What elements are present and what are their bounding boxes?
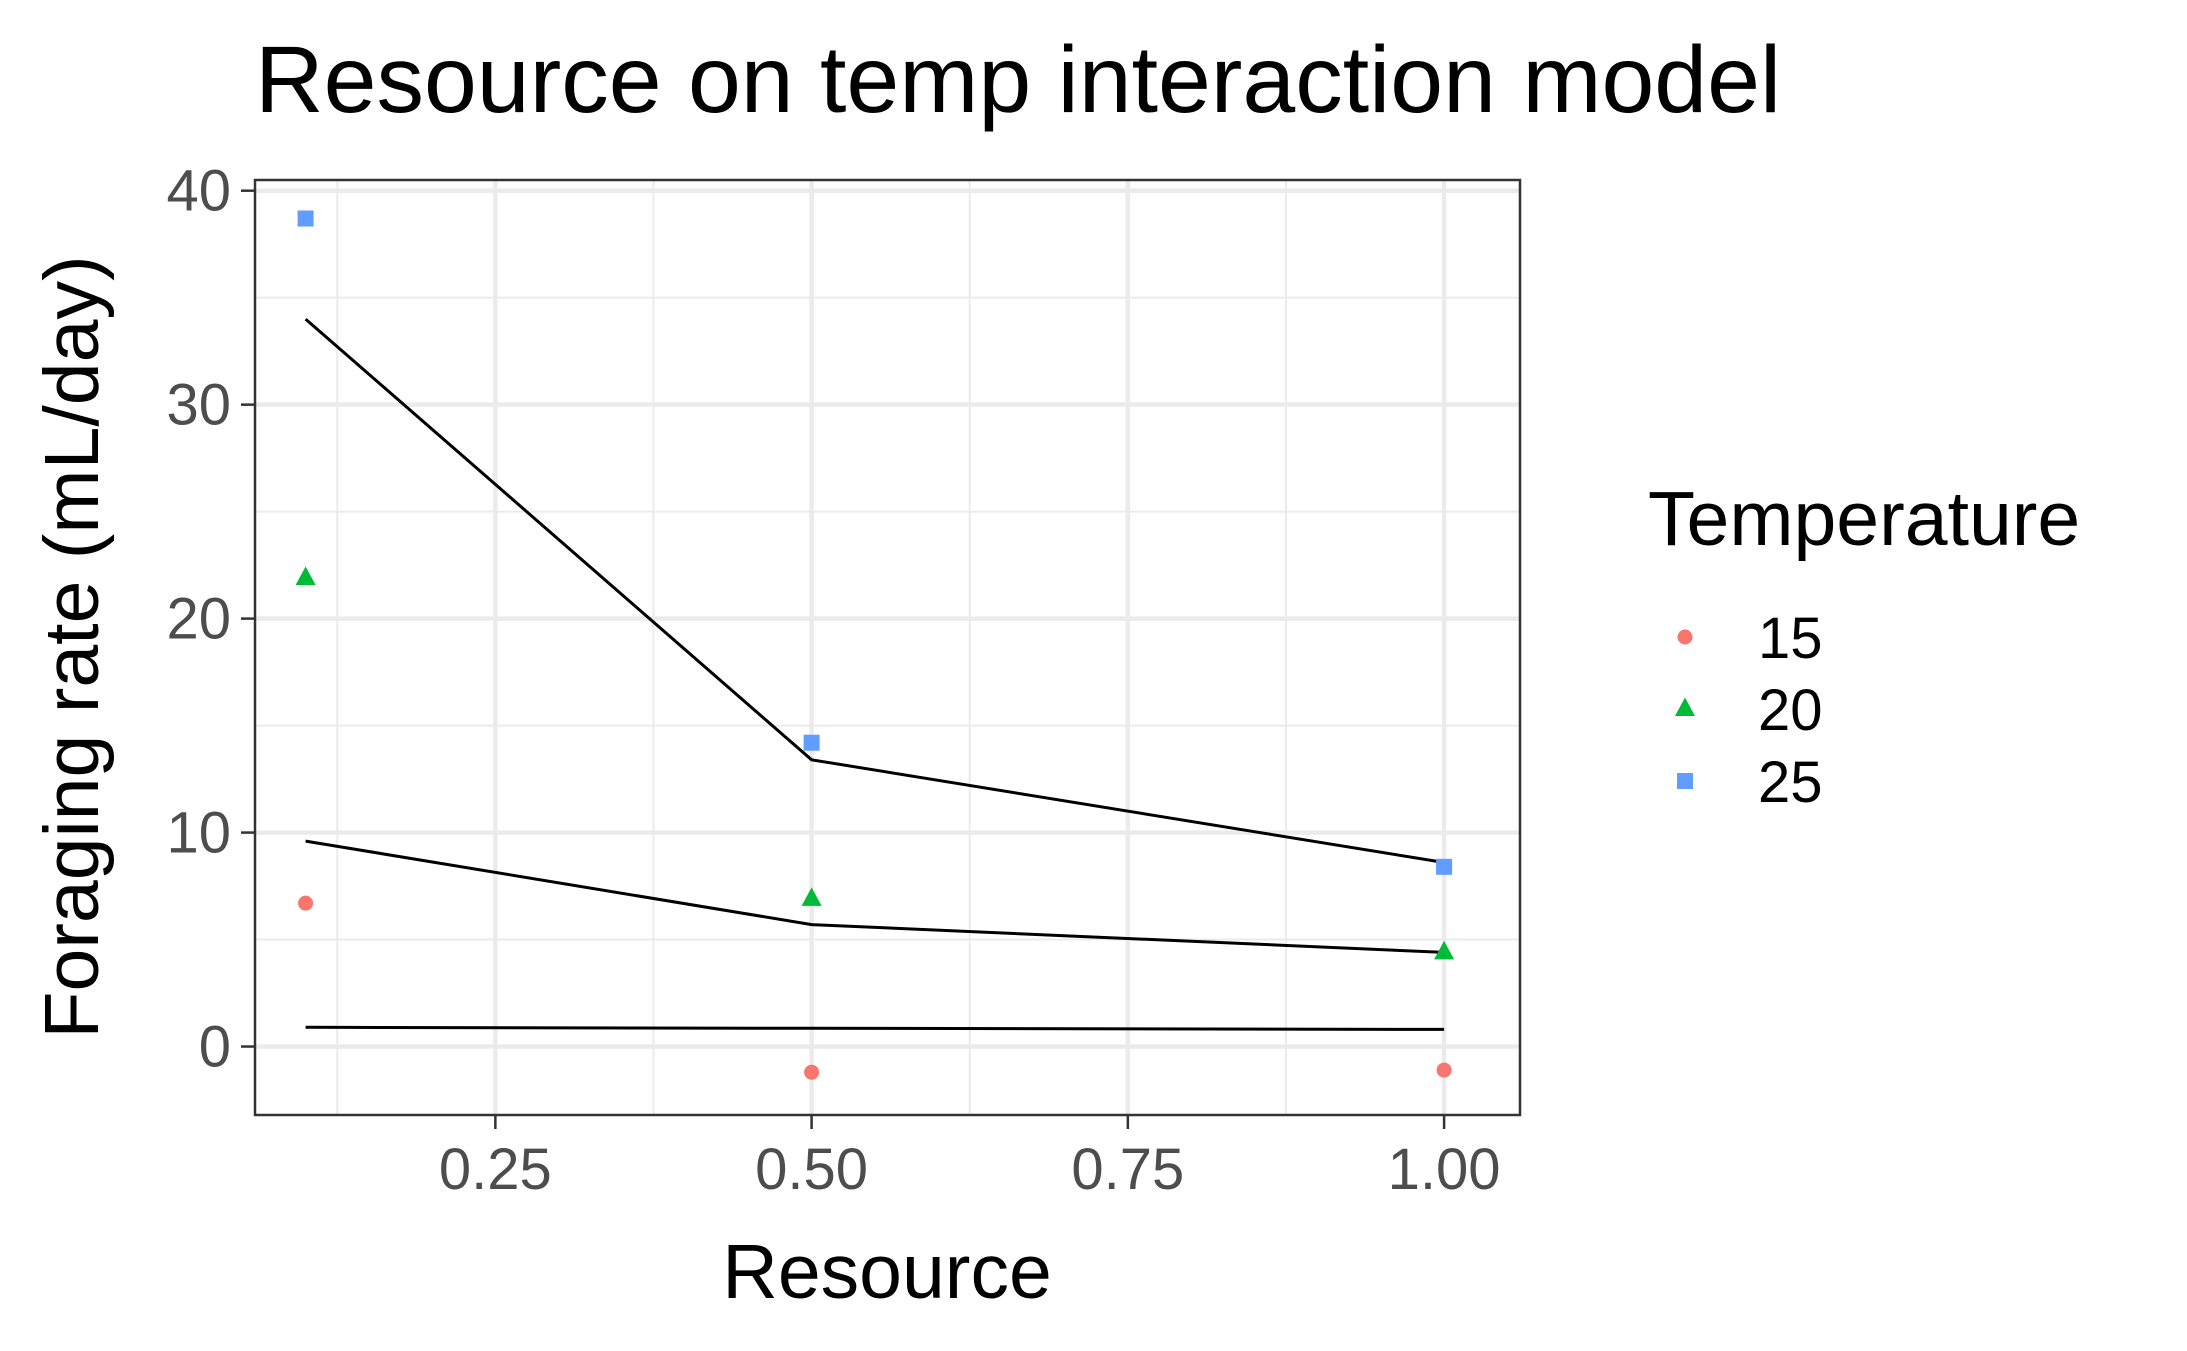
plot-border [253, 178, 1522, 1117]
plot-panel [255, 180, 1520, 1115]
point-20 [1434, 940, 1455, 960]
legend-key-20 [1675, 697, 1695, 716]
legend-key-25 [1677, 773, 1693, 789]
grid-minor-lines [255, 180, 1520, 1115]
chart-title: Resource on temp interaction model [255, 27, 1781, 133]
y-tick-label: 40 [166, 159, 231, 224]
legend-label-20: 20 [1758, 678, 1823, 743]
fitted-lines [304, 317, 1445, 1031]
y-axis-ticks: 0 10 20 30 40 [166, 159, 255, 1080]
point-20 [295, 566, 316, 585]
data-points [295, 210, 1455, 1080]
fit-line-20 [305, 839, 1445, 954]
point-15 [804, 1064, 820, 1080]
y-tick-label: 30 [166, 373, 231, 438]
legend-label-25: 25 [1758, 750, 1823, 815]
legend: Temperature 15 20 25 [1648, 476, 2080, 815]
point-25 [1436, 858, 1453, 875]
x-tick-label: 1.00 [1388, 1137, 1501, 1202]
point-20 [801, 887, 822, 906]
x-axis-title: Resource [722, 1229, 1052, 1315]
legend-label-15: 15 [1758, 606, 1823, 671]
x-tick-label: 0.75 [1071, 1137, 1184, 1202]
legend-key-15 [1677, 629, 1693, 645]
grid-major-lines [255, 180, 1520, 1115]
point-15 [298, 895, 314, 911]
y-axis-title: Foraging rate (mL/day) [29, 255, 115, 1038]
point-25 [297, 210, 314, 227]
fit-line-15 [305, 1025, 1445, 1031]
x-tick-label: 0.50 [755, 1137, 868, 1202]
x-tick-label: 0.25 [439, 1137, 552, 1202]
y-tick-label: 20 [166, 587, 231, 652]
y-tick-label: 0 [199, 1015, 231, 1080]
legend-title: Temperature [1648, 476, 2080, 562]
x-axis-ticks: 0.25 0.50 0.75 1.00 [439, 1115, 1501, 1202]
point-25 [803, 734, 820, 751]
legend-items: 15 20 25 [1675, 606, 1823, 815]
point-15 [1436, 1062, 1452, 1078]
y-tick-label: 10 [166, 801, 231, 866]
fit-line-25 [304, 317, 1445, 864]
